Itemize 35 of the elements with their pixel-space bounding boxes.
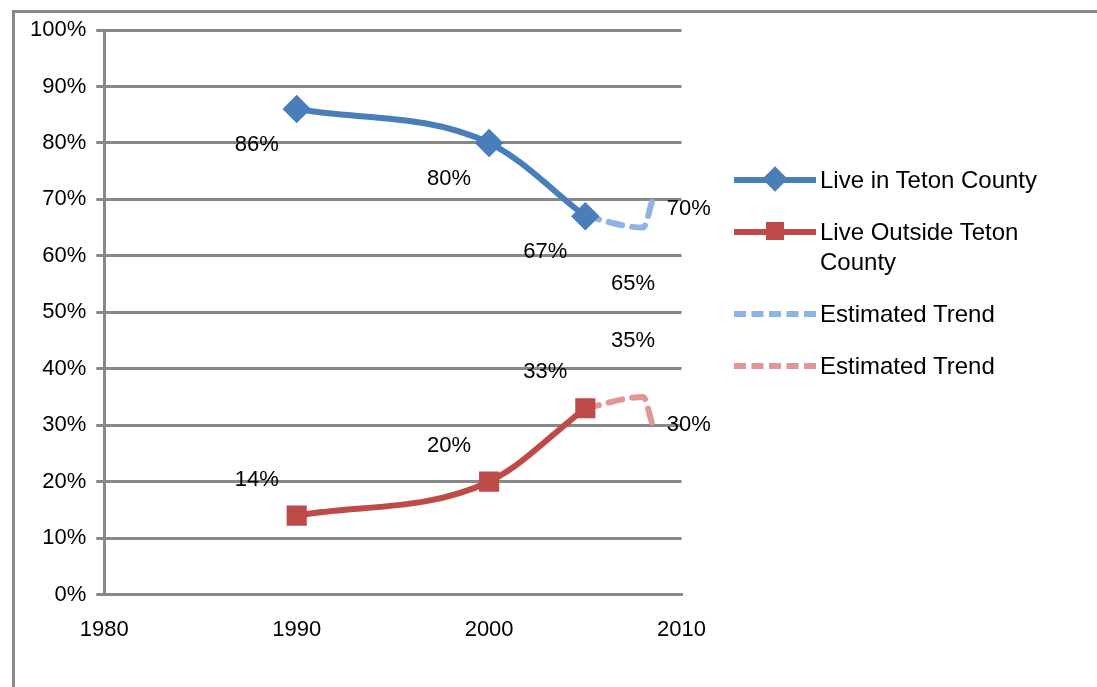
y-tick-label: 30% [42, 411, 87, 437]
data-label: 67% [523, 238, 568, 264]
legend-label: Live Outside Teton County [820, 217, 1020, 277]
data-label: 33% [523, 358, 568, 384]
y-tick-label: 60% [42, 241, 87, 267]
data-label: 65% [611, 269, 656, 295]
point [575, 398, 596, 419]
y-tick-label: 20% [42, 467, 87, 493]
y-tick-label: 40% [42, 354, 87, 380]
point [286, 505, 307, 526]
y-tick-label: 0% [54, 580, 87, 606]
y-tick-label: 100% [29, 16, 87, 42]
x-tick-label: 1980 [79, 615, 129, 641]
point [479, 471, 500, 492]
y-tick-label: 90% [42, 72, 87, 98]
data-label: 86% [234, 131, 279, 157]
legend-label: Live in Teton County [820, 165, 1038, 195]
point [572, 203, 599, 230]
y-tick-label: 80% [42, 128, 87, 154]
data-label: 20% [427, 431, 472, 457]
legend-label: Estimated Trend [820, 351, 995, 381]
data-label: 14% [234, 465, 279, 491]
legend-label: Estimated Trend [820, 299, 995, 329]
x-tick-label: 1990 [272, 615, 322, 641]
x-tick-label: 2010 [657, 615, 707, 641]
y-tick-label: 50% [42, 298, 87, 324]
y-tick-label: 70% [42, 185, 87, 211]
x-tick-label: 2000 [464, 615, 514, 641]
data-label: 70% [666, 195, 711, 221]
y-tick-label: 10% [42, 524, 87, 550]
data-label: 35% [611, 327, 656, 353]
data-label: 30% [666, 411, 711, 437]
data-label: 80% [427, 164, 472, 190]
point [476, 129, 503, 156]
point [283, 96, 310, 123]
